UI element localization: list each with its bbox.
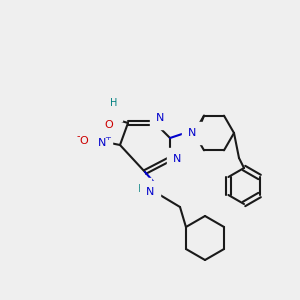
Text: -: - [76,131,80,141]
Text: H: H [138,184,146,194]
Text: +: + [105,134,111,142]
Text: O: O [105,120,113,130]
Text: N: N [98,138,106,148]
Text: N: N [173,154,181,164]
Text: H: H [109,105,117,115]
Text: N: N [188,128,196,138]
Text: N: N [105,113,113,123]
Text: N: N [156,113,164,123]
Text: N: N [146,187,154,197]
Text: H: H [110,98,118,108]
Text: O: O [80,136,88,146]
